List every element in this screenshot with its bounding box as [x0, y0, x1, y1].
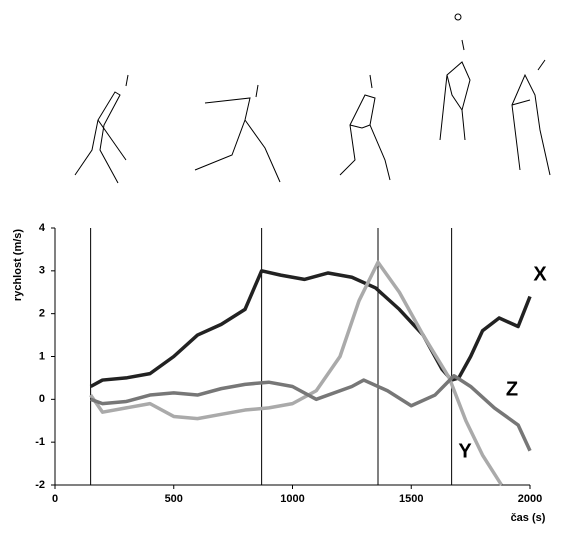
- x-tick-label: 500: [165, 493, 183, 505]
- series-line: [90, 374, 532, 452]
- stick-figures: [74, 13, 551, 184]
- y-tick-label: 0: [39, 393, 45, 405]
- y-tick-label: 4: [39, 222, 46, 234]
- y-axis-label: rychlost (m/s): [12, 229, 24, 301]
- series-line: [89, 269, 532, 389]
- y-tick-label: 1: [39, 350, 45, 362]
- y-tick-label: 3: [39, 265, 45, 277]
- series-label: Y: [458, 440, 472, 462]
- x-tick-label: 2000: [518, 493, 542, 505]
- y-tick-label: -1: [35, 436, 45, 448]
- y-tick-label: -2: [35, 479, 45, 491]
- y-tick-label: 2: [39, 308, 45, 320]
- series-label: X: [533, 263, 547, 285]
- x-axis-label: čas (s): [511, 512, 546, 524]
- x-tick-label: 0: [52, 493, 58, 505]
- series-line: [89, 260, 503, 486]
- series-label: Z: [506, 378, 518, 400]
- x-tick-label: 1000: [280, 493, 304, 505]
- x-tick-label: 1500: [399, 493, 423, 505]
